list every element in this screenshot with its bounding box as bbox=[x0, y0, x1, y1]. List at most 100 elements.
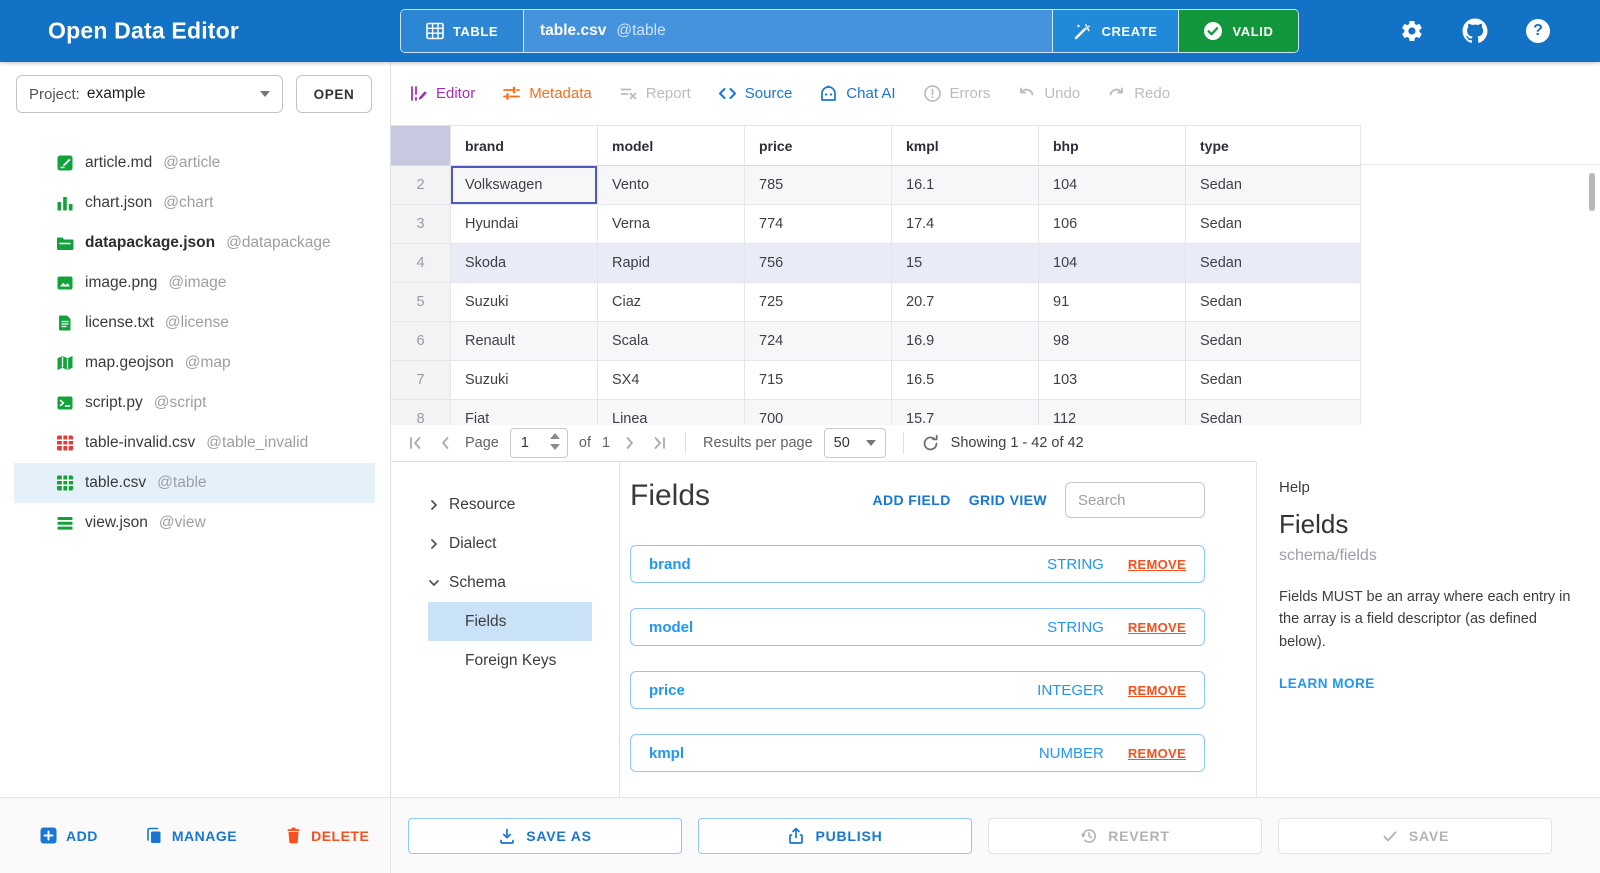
open-project-button[interactable]: OPEN bbox=[296, 75, 372, 113]
valid-status-button[interactable]: VALID bbox=[1178, 10, 1298, 52]
table-cell[interactable]: 112 bbox=[1039, 400, 1186, 425]
table-cell[interactable]: 785 bbox=[745, 166, 892, 205]
table-cell[interactable]: Sedan bbox=[1186, 205, 1361, 244]
column-header[interactable]: kmpl bbox=[892, 126, 1039, 166]
field-card[interactable]: model STRING REMOVE bbox=[630, 608, 1205, 646]
row-number[interactable]: 6 bbox=[391, 322, 451, 361]
row-number[interactable]: 7 bbox=[391, 361, 451, 400]
field-card[interactable]: kmpl NUMBER REMOVE bbox=[630, 734, 1205, 772]
file-item[interactable]: datapackage.json @datapackage bbox=[14, 223, 375, 263]
first-page-icon[interactable] bbox=[407, 434, 425, 452]
table-cell[interactable]: 16.5 bbox=[892, 361, 1039, 400]
table-cell[interactable]: Ciaz bbox=[598, 283, 745, 322]
save-button[interactable]: SAVE bbox=[1278, 817, 1552, 854]
tree-item-foreign-keys[interactable]: Foreign Keys bbox=[465, 651, 557, 669]
results-per-page-select[interactable]: 50 bbox=[823, 428, 886, 458]
file-item[interactable]: license.txt @license bbox=[14, 303, 375, 343]
save-as-button[interactable]: SAVE AS bbox=[408, 817, 682, 854]
add-file-button[interactable]: ADD bbox=[40, 827, 98, 844]
last-page-icon[interactable] bbox=[650, 434, 668, 452]
page-spinner[interactable] bbox=[549, 433, 560, 450]
table-cell[interactable]: 98 bbox=[1039, 322, 1186, 361]
table-cell[interactable]: 16.9 bbox=[892, 322, 1039, 361]
table-cell[interactable]: 15.7 bbox=[892, 400, 1039, 425]
table-cell[interactable]: Rapid bbox=[598, 244, 745, 283]
create-button[interactable]: CREATE bbox=[1052, 10, 1178, 52]
row-number[interactable]: 2 bbox=[391, 166, 451, 205]
table-cell[interactable]: Sedan bbox=[1186, 283, 1361, 322]
table-cell[interactable]: Sedan bbox=[1186, 322, 1361, 361]
file-item[interactable]: article.md @article bbox=[14, 143, 375, 183]
table-cell[interactable]: 700 bbox=[745, 400, 892, 425]
spinner-up-icon[interactable] bbox=[549, 433, 560, 439]
field-type[interactable]: STRING bbox=[1047, 618, 1104, 636]
tab-errors[interactable]: Errors bbox=[923, 84, 990, 103]
table-cell[interactable]: 106 bbox=[1039, 205, 1186, 244]
row-number[interactable]: 3 bbox=[391, 205, 451, 244]
column-header[interactable]: bhp bbox=[1039, 126, 1186, 166]
remove-field-button[interactable]: REMOVE bbox=[1127, 619, 1186, 635]
tab-redo[interactable]: Redo bbox=[1107, 84, 1170, 103]
table-cell[interactable]: Fiat bbox=[451, 400, 598, 425]
gear-icon[interactable] bbox=[1399, 18, 1425, 44]
field-type[interactable]: STRING bbox=[1047, 555, 1104, 573]
tab-undo[interactable]: Undo bbox=[1017, 84, 1080, 103]
row-number[interactable]: 5 bbox=[391, 283, 451, 322]
table-cell[interactable]: Suzuki bbox=[451, 283, 598, 322]
table-cell[interactable]: 17.4 bbox=[892, 205, 1039, 244]
file-item[interactable]: map.geojson @map bbox=[14, 343, 375, 383]
table-cell[interactable]: Hyundai bbox=[451, 205, 598, 244]
table-cell[interactable]: Verna bbox=[598, 205, 745, 244]
tab-chat-ai[interactable]: Chat AI bbox=[819, 84, 896, 103]
table-view-button[interactable]: TABLE bbox=[401, 10, 524, 52]
tab-report[interactable]: Report bbox=[619, 84, 691, 103]
tree-item-schema[interactable]: Schema bbox=[391, 563, 619, 602]
table-cell[interactable]: Sedan bbox=[1186, 244, 1361, 283]
table-cell[interactable]: Sedan bbox=[1186, 166, 1361, 205]
table-cell[interactable]: 91 bbox=[1039, 283, 1186, 322]
table-cell[interactable]: Scala bbox=[598, 322, 745, 361]
table-cell[interactable]: 104 bbox=[1039, 166, 1186, 205]
table-cell[interactable]: Sedan bbox=[1186, 361, 1361, 400]
table-cell[interactable]: 16.1 bbox=[892, 166, 1039, 205]
table-cell[interactable]: 15 bbox=[892, 244, 1039, 283]
table-cell[interactable]: 20.7 bbox=[892, 283, 1039, 322]
table-cell[interactable]: 715 bbox=[745, 361, 892, 400]
row-number[interactable]: 4 bbox=[391, 244, 451, 283]
table-cell[interactable]: Skoda bbox=[451, 244, 598, 283]
table-cell[interactable]: 756 bbox=[745, 244, 892, 283]
file-item[interactable]: table-invalid.csv @table_invalid bbox=[14, 423, 375, 463]
grid-view-button[interactable]: GRID VIEW bbox=[968, 492, 1047, 508]
prev-page-icon[interactable] bbox=[436, 434, 454, 452]
table-cell[interactable]: 725 bbox=[745, 283, 892, 322]
help-icon[interactable]: ? bbox=[1525, 18, 1551, 44]
file-item[interactable]: table.csv @table bbox=[14, 463, 375, 503]
column-header[interactable]: brand bbox=[451, 126, 598, 166]
file-item[interactable]: image.png @image bbox=[14, 263, 375, 303]
field-type[interactable]: NUMBER bbox=[1038, 744, 1104, 762]
tab-metadata[interactable]: Metadata bbox=[502, 84, 592, 103]
selected-cell[interactable]: Volkswagen bbox=[451, 166, 598, 205]
table-cell[interactable]: Renault bbox=[451, 322, 598, 361]
table-cell[interactable]: Suzuki bbox=[451, 361, 598, 400]
tree-item-dialect[interactable]: Dialect bbox=[391, 524, 619, 563]
column-header[interactable]: price bbox=[745, 126, 892, 166]
table-cell[interactable]: 104 bbox=[1039, 244, 1186, 283]
table-cell[interactable]: Sedan bbox=[1186, 400, 1361, 425]
remove-field-button[interactable]: REMOVE bbox=[1127, 682, 1186, 698]
revert-button[interactable]: REVERT bbox=[988, 817, 1262, 854]
learn-more-link[interactable]: LEARN MORE bbox=[1279, 676, 1375, 692]
field-search-input[interactable] bbox=[1065, 482, 1205, 518]
field-card[interactable]: brand STRING REMOVE bbox=[630, 545, 1205, 583]
next-page-icon[interactable] bbox=[621, 434, 639, 452]
remove-field-button[interactable]: REMOVE bbox=[1127, 556, 1186, 572]
field-card[interactable]: price INTEGER REMOVE bbox=[630, 671, 1205, 709]
current-file-path[interactable]: table.csv @table bbox=[524, 10, 1052, 52]
table-cell[interactable]: Vento bbox=[598, 166, 745, 205]
remove-field-button[interactable]: REMOVE bbox=[1127, 745, 1186, 761]
column-header[interactable]: type bbox=[1186, 126, 1361, 166]
publish-button[interactable]: PUBLISH bbox=[698, 817, 972, 854]
table-cell[interactable]: SX4 bbox=[598, 361, 745, 400]
table-cell[interactable]: 774 bbox=[745, 205, 892, 244]
file-item[interactable]: script.py @script bbox=[14, 383, 375, 423]
